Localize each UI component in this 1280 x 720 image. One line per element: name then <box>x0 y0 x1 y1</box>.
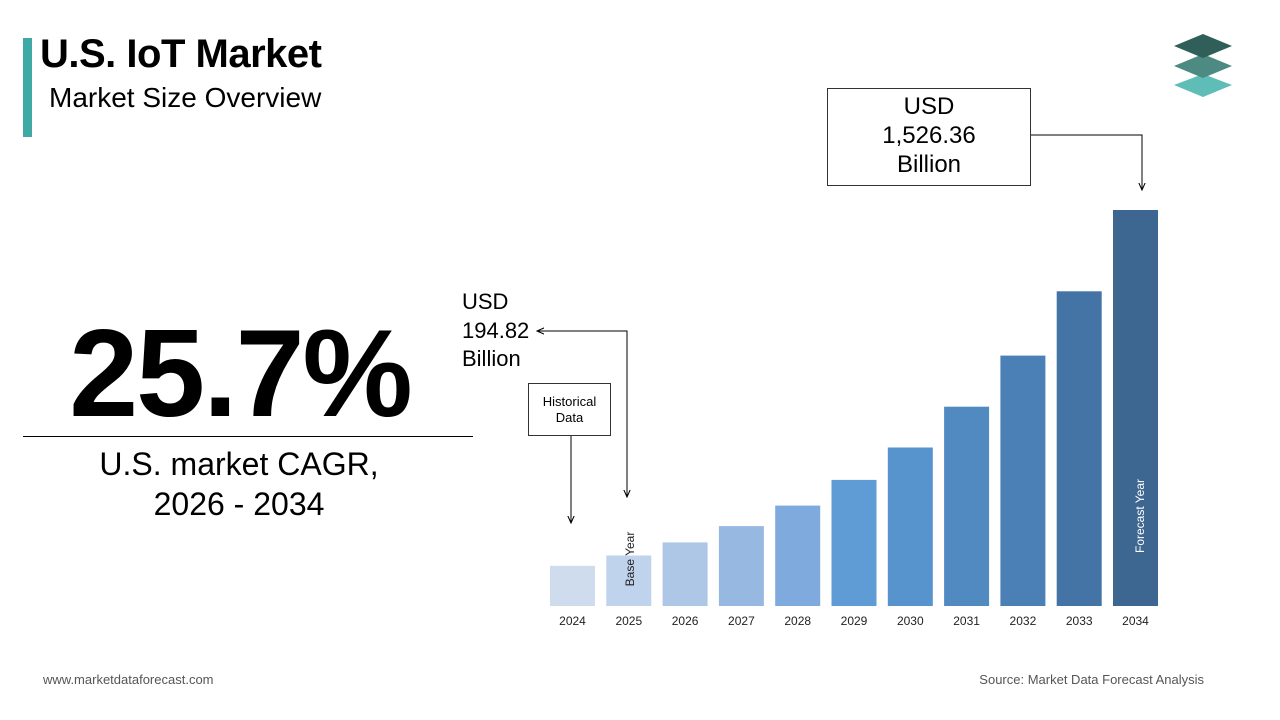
historical-line2: Data <box>555 410 584 425</box>
x-tick-2024: 2024 <box>559 614 586 628</box>
x-tick-2028: 2028 <box>784 614 811 628</box>
cagr-divider <box>23 436 473 437</box>
base-value-line2: 194.82 <box>462 317 530 343</box>
forecast-value-arrow <box>983 135 1142 190</box>
x-tick-2026: 2026 <box>672 614 699 628</box>
bar-2032 <box>1000 355 1046 606</box>
bar-2029 <box>831 479 877 606</box>
bar-2025 <box>606 555 652 606</box>
forecast-value-line3: Billion <box>896 151 962 178</box>
bar-2026 <box>662 542 708 606</box>
x-tick-2025: 2025 <box>615 614 642 628</box>
bar-2027 <box>718 526 764 606</box>
x-tick-2031: 2031 <box>953 614 980 628</box>
forecast-value-box: USD 1,526.36 Billion <box>827 88 1031 186</box>
logo-layer-top <box>1174 34 1232 58</box>
footer-website: www.marketdataforecast.com <box>43 672 214 687</box>
bar-2024 <box>550 565 595 606</box>
logo-layer-middle <box>1174 54 1232 78</box>
x-tick-2033: 2033 <box>1066 614 1093 628</box>
logo-layer-bottom <box>1174 74 1232 97</box>
bar-2033 <box>1056 291 1102 606</box>
cagr-label-line1: U.S. market CAGR, <box>99 446 379 482</box>
page-title: U.S. IoT Market <box>40 32 322 76</box>
bar-2028 <box>775 505 821 606</box>
x-tick-2030: 2030 <box>897 614 924 628</box>
footer-source: Source: Market Data Forecast Analysis <box>979 672 1204 687</box>
base-value-line3: Billion <box>462 346 521 371</box>
bar-2030 <box>887 447 933 606</box>
base-value-label: USD 194.82 Billion <box>462 288 529 374</box>
page-subtitle: Market Size Overview <box>49 82 322 113</box>
forecast-year-label: Forecast Year <box>1133 479 1147 553</box>
bar-2031 <box>944 406 990 606</box>
x-tick-2034: 2034 <box>1122 614 1149 628</box>
cagr-label: U.S. market CAGR, 2026 - 2034 <box>23 444 455 524</box>
historical-data-box: Historical Data <box>528 383 611 436</box>
base-value-line1: USD <box>462 289 509 314</box>
x-tick-2032: 2032 <box>1010 614 1037 628</box>
base-value-arrow <box>537 331 627 497</box>
base-year-label: Base Year <box>623 532 637 587</box>
historical-line1: Historical <box>542 394 597 409</box>
x-tick-2027: 2027 <box>728 614 755 628</box>
x-tick-2029: 2029 <box>841 614 868 628</box>
forecast-value-line1: USD <box>903 93 955 120</box>
cagr-label-line2: 2026 - 2034 <box>153 486 325 522</box>
forecast-value-line2: 1,526.36 <box>882 122 976 149</box>
bar-2034 <box>1113 210 1158 606</box>
cagr-value: 25.7% <box>69 305 413 443</box>
stacked-layers-logo-icon <box>1174 34 1232 97</box>
title-accent-bar <box>23 38 32 137</box>
